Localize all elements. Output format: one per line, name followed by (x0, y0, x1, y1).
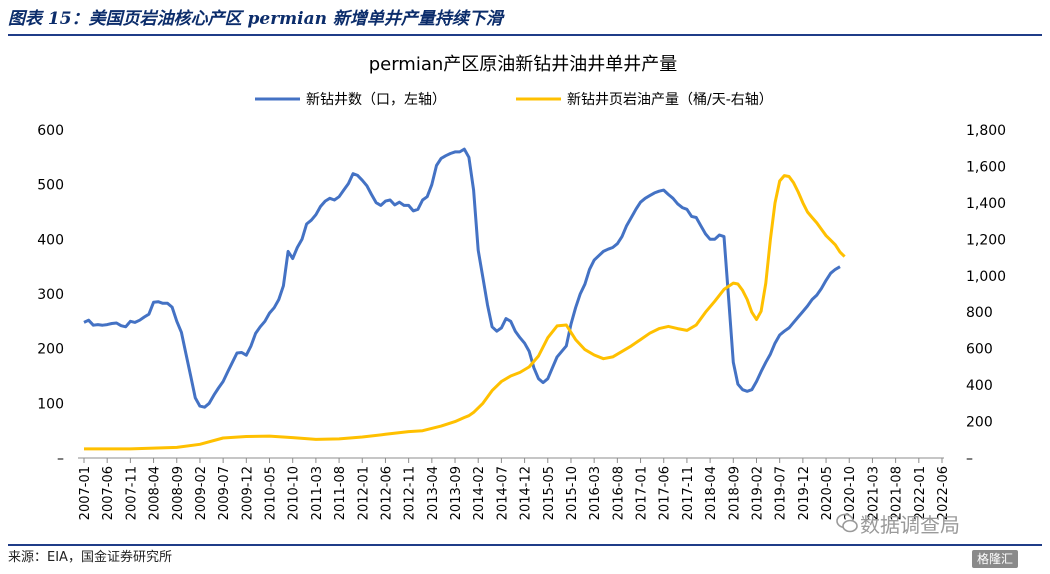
x-tick-label: 2016-03 (588, 466, 603, 520)
y-right-tick-label: 1,200 (966, 232, 1006, 248)
x-tick-label: 2009-02 (194, 466, 209, 520)
y-left-tick-label: 500 (37, 178, 64, 194)
x-tick-label: 2012-01 (356, 466, 371, 520)
legend-label-output: 新钻井页岩油产量（桶/天-右轴） (567, 92, 773, 108)
x-tick-label: 2007-11 (124, 466, 139, 520)
x-tick-label: 2022-01 (913, 466, 928, 520)
x-tick-label: 2015-05 (542, 466, 557, 520)
x-tick-label: 2017-11 (681, 466, 696, 520)
y-left-tick-label: 600 (37, 123, 64, 139)
x-tick-label: 2021-03 (866, 466, 881, 520)
series-line-rigs (83, 147, 841, 409)
x-tick-label: 2017-01 (635, 466, 650, 520)
x-tick-label: 2019-07 (774, 466, 789, 520)
y-right-tick-label: 800 (966, 305, 993, 321)
x-tick-label: 2016-08 (611, 466, 626, 520)
y-right-tick-label: 1,000 (966, 269, 1006, 285)
y-left-tick-label: – (57, 451, 64, 467)
wechat-icon (836, 513, 858, 533)
corner-logo: 格隆汇 (972, 550, 1019, 568)
y-left-tick-label: 200 (37, 342, 64, 358)
x-tick-label: 2020-05 (820, 466, 835, 520)
x-tick-label: 2008-09 (171, 466, 186, 520)
y-axis-right: – 200 400 600 800 1,000 1,200 1,400 1,600 1,800 (966, 123, 1006, 467)
y-right-tick-label: 200 (966, 415, 993, 431)
y-right-tick-label: 400 (966, 378, 993, 394)
x-tick-label: 2018-04 (704, 466, 719, 520)
x-tick-label: 2022-06 (936, 466, 951, 520)
caption-rule (8, 34, 1042, 36)
x-tick-label: 2011-03 (310, 466, 325, 520)
x-tick-label: 2018-09 (727, 466, 742, 520)
figure-caption: 图表 15：美国页岩油核心产区 permian 新增单井产量持续下滑 (8, 9, 503, 29)
y-right-tick-label: – (966, 451, 973, 467)
y-right-tick-label: 1,400 (966, 196, 1006, 212)
y-right-tick-label: 600 (966, 342, 993, 358)
x-tick-label: 2014-07 (495, 466, 510, 520)
y-left-tick-label: 100 (37, 396, 64, 412)
x-tick-label: 2011-08 (333, 466, 348, 520)
x-tick-label: 2019-02 (750, 466, 765, 520)
y-left-tick-label: 400 (37, 232, 64, 248)
chart-title: permian产区原油新钻井油井单井产量 (369, 54, 678, 75)
x-axis: 2007-01 2007-06 2007-11 2008-04 2008-09 2009-… (78, 458, 951, 520)
x-tick-label: 2010-05 (264, 466, 279, 520)
watermark: 数据调查局 (860, 513, 960, 537)
x-tick-label: 2012-06 (379, 466, 394, 520)
x-tick-label: 2013-04 (426, 466, 441, 520)
x-tick-label: 2008-04 (148, 466, 163, 520)
y-left-tick-label: 300 (37, 287, 64, 303)
y-right-tick-label: 1,600 (966, 159, 1006, 175)
legend-label-rigs: 新钻井数（口，左轴） (306, 92, 446, 108)
x-tick-label: 2021-08 (890, 466, 905, 520)
x-tick-label: 2019-12 (797, 466, 812, 520)
x-tick-label: 2020-10 (843, 466, 858, 520)
x-tick-label: 2009-07 (217, 466, 232, 520)
x-tick-label: 2014-02 (472, 466, 487, 520)
x-tick-label: 2015-10 (565, 466, 580, 520)
x-tick-label: 2009-12 (240, 466, 255, 520)
y-axis-left: – 100 200 300 400 500 600 (37, 123, 64, 467)
x-tick-label: 2014-12 (519, 466, 534, 520)
footer-rule (8, 544, 1042, 546)
x-tick-label: 2013-09 (449, 466, 464, 520)
x-tick-label: 2010-10 (287, 466, 302, 520)
y-right-tick-label: 1,800 (966, 123, 1006, 139)
legend: 新钻井数（口，左轴） 新钻井页岩油产量（桶/天-右轴） (255, 92, 773, 108)
x-tick-label: 2012-11 (403, 466, 418, 520)
x-tick-label: 2017-06 (658, 466, 673, 520)
source-note: 来源：EIA，国金证券研究所 (8, 550, 172, 565)
series-line-output (84, 174, 846, 451)
x-tick-label: 2007-06 (101, 466, 116, 520)
x-tick-label: 2007-01 (78, 466, 93, 520)
